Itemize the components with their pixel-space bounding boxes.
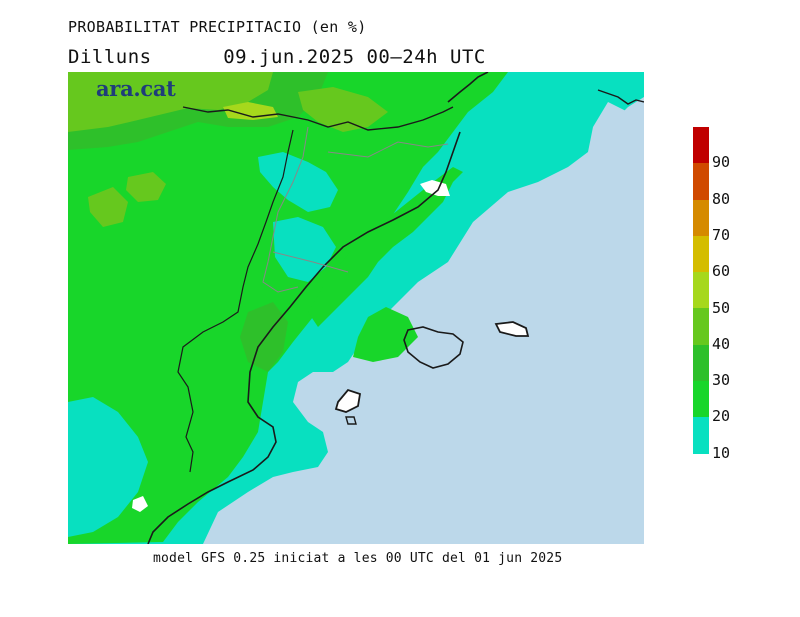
coastline [147,131,461,544]
precipitation-map [68,72,644,544]
legend-swatch-70 [693,199,709,236]
legend-label-50: 50 [712,298,731,317]
legend-label-30: 30 [712,371,731,390]
legend-swatch-80 [693,163,709,200]
legend-swatch-30 [693,344,709,382]
area-40-50-west2 [126,172,166,202]
area-40-50-pyrenees [298,87,388,132]
area-40-50-north [68,72,273,132]
legend-label-10: 10 [712,443,731,462]
france-spain-border [182,106,454,131]
area-20-30-percent [68,72,508,544]
color-legend [693,127,709,454]
legend-swatch-60 [693,235,709,273]
no-data-patch-north [420,180,450,196]
legend-label-70: 70 [712,225,731,244]
island-ibiza [334,388,362,413]
border-east [597,89,644,105]
chart-subtitle-date: Dilluns 09.jun.2025 00—24h UTC [68,46,486,68]
legend-swatch-50 [693,272,709,309]
area-10-20-inland-mid [273,217,336,282]
legend-labels: 90 80 70 60 50 40 30 20 10 [712,127,772,467]
area-40-50-west [88,187,128,227]
area-30-40-interior [240,302,288,372]
legend-label-80: 80 [712,189,731,208]
area-10-20-inland-north [258,152,338,212]
map-svg [68,72,644,544]
model-run-info: model GFS 0.25 iniciat a les 00 UTC del … [153,551,563,566]
legend-label-60: 60 [712,262,731,281]
island-formentera [345,416,357,425]
area-20-30-mallorca [353,307,418,362]
legend-swatch-20 [693,381,709,418]
island-mallorca [403,326,464,369]
area-10-20-south [68,397,148,537]
island-menorca [494,321,530,337]
legend-swatch-10 [693,417,709,454]
legend-label-20: 20 [712,407,731,426]
legend-label-40: 40 [712,334,731,353]
legend-swatch-90 [693,127,709,164]
sea-low-area-bay [588,102,644,170]
ara-cat-logo[interactable]: ara.cat [96,76,176,101]
provincial-borders [262,126,449,293]
chart-title: PROBABILITAT PRECIPITACIO (en %) [68,18,367,36]
legend-swatch-40 [693,308,709,345]
no-data-patch-south [132,496,148,512]
coastline-north [447,72,489,103]
legend-label-90: 90 [712,153,731,172]
sea-low-probability-area [203,97,644,544]
area-20-30-coastal [308,167,463,327]
regional-border-aragon [177,129,294,473]
